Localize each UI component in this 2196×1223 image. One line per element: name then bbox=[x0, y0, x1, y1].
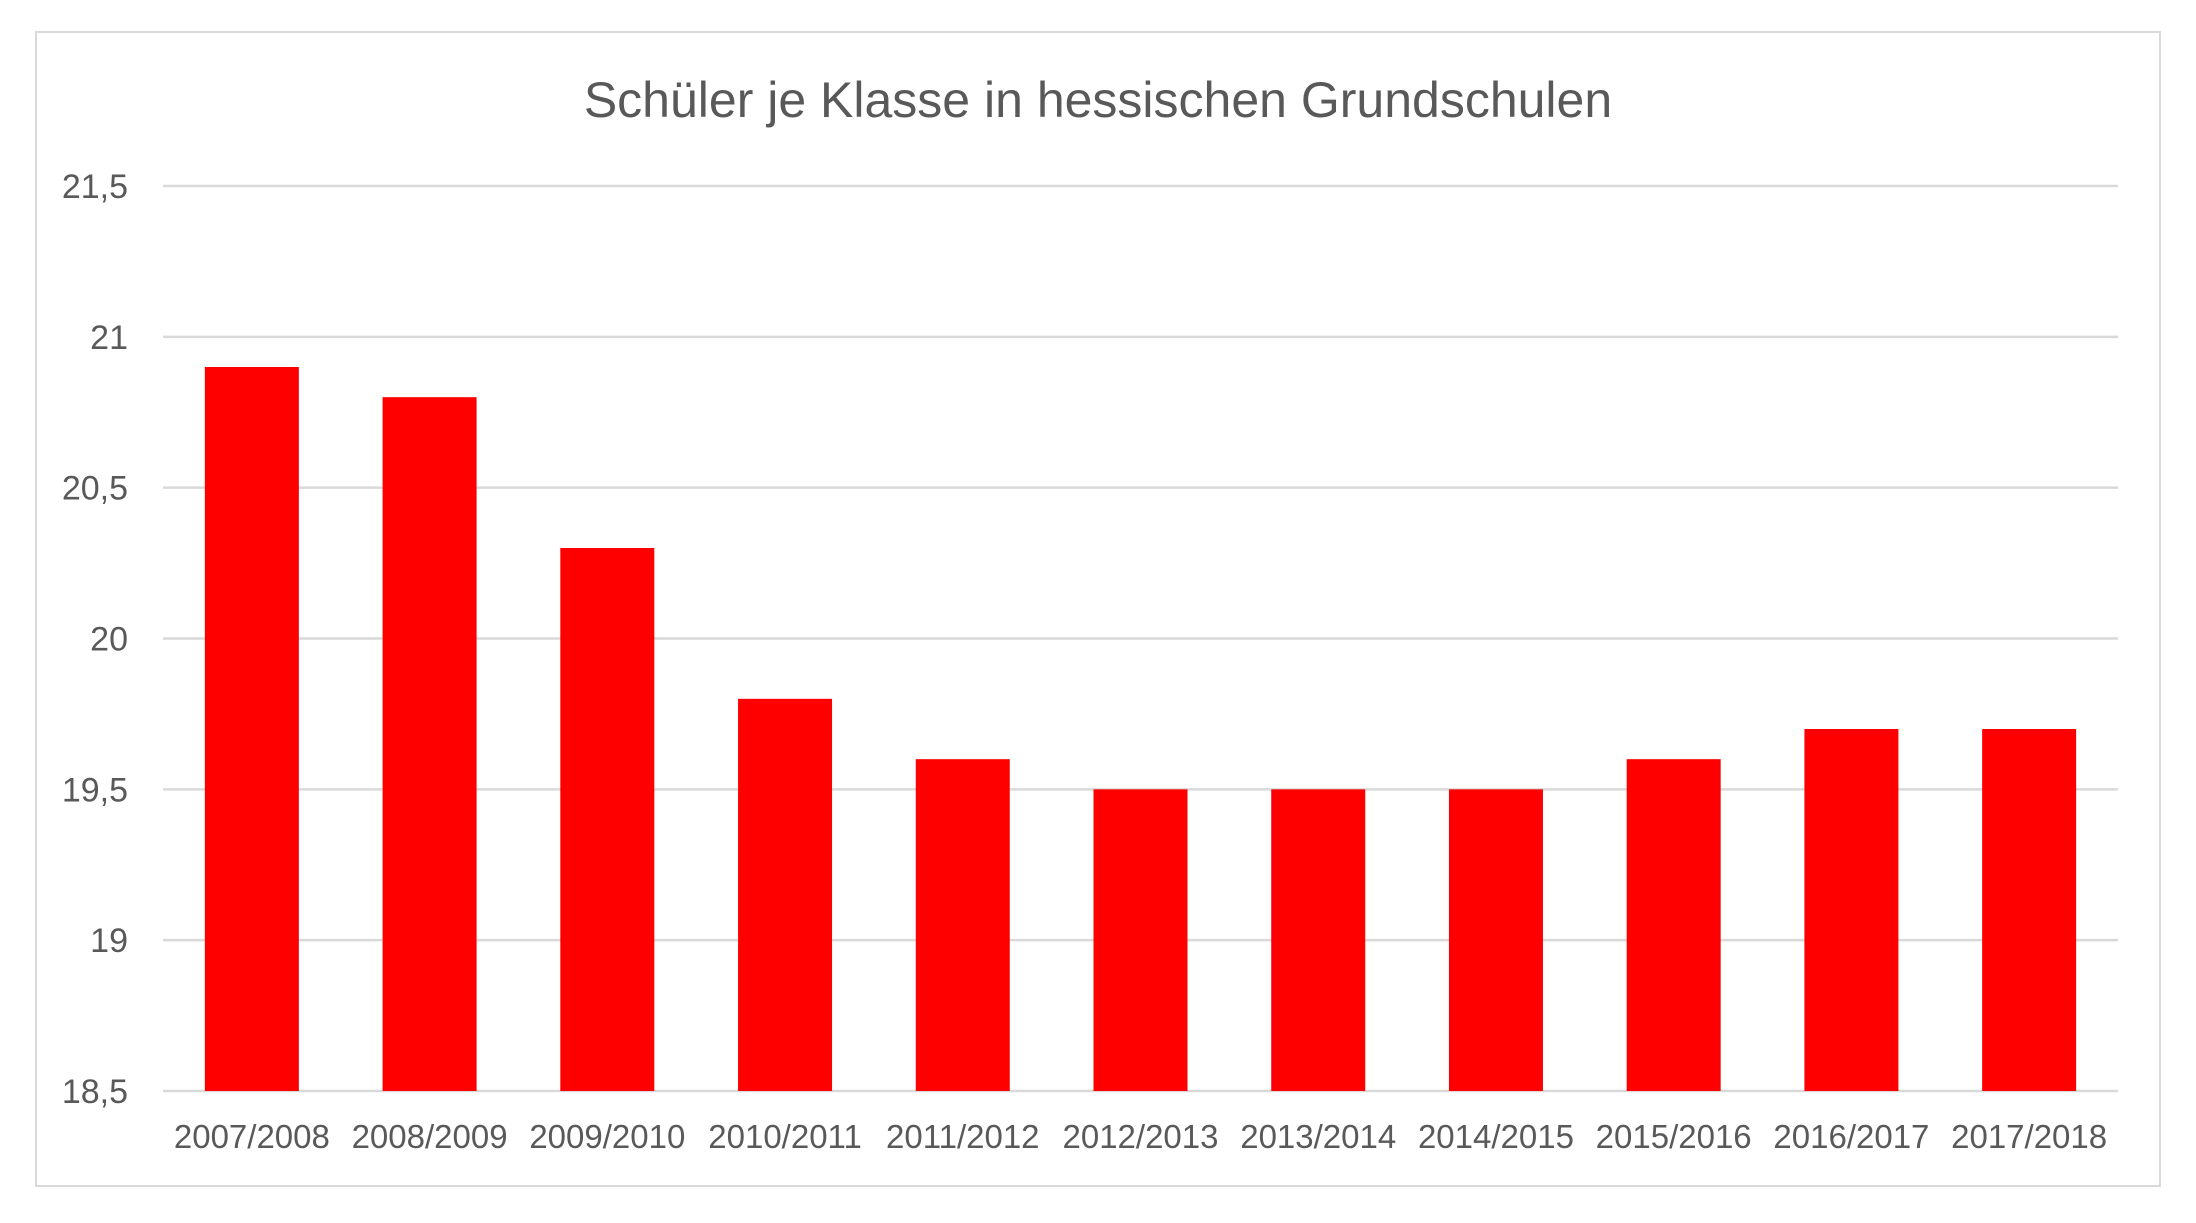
bar bbox=[1448, 789, 1543, 1091]
bar bbox=[204, 367, 299, 1091]
x-tick-label: 2013/2014 bbox=[1240, 1118, 1396, 1155]
gridlines bbox=[163, 184, 2118, 1093]
x-tick-label: 2015/2016 bbox=[1596, 1118, 1752, 1155]
x-tick-label: 2011/2012 bbox=[886, 1118, 1040, 1155]
y-axis-tick-labels: 18,5 19 19,5 20 20,5 21 21,5 bbox=[62, 168, 128, 1111]
y-tick-label: 19,5 bbox=[62, 771, 128, 809]
y-tick-label: 18,5 bbox=[62, 1073, 128, 1111]
y-tick-label: 21,5 bbox=[62, 168, 128, 206]
y-tick-label: 19 bbox=[90, 922, 128, 960]
bar bbox=[738, 698, 833, 1091]
bar bbox=[1804, 729, 1899, 1091]
x-tick-label: 2017/2018 bbox=[1951, 1118, 2107, 1155]
x-axis-tick-labels: 2007/2008 2008/2009 2009/2010 2010/2011 2011… bbox=[174, 1118, 2107, 1155]
x-tick-label: 2014/2015 bbox=[1418, 1118, 1574, 1155]
bar bbox=[1093, 789, 1188, 1091]
bar bbox=[382, 397, 477, 1092]
bar bbox=[1626, 759, 1721, 1091]
y-tick-label: 20,5 bbox=[62, 470, 128, 508]
bars bbox=[204, 367, 2077, 1092]
x-tick-label: 2007/2008 bbox=[174, 1118, 330, 1155]
x-tick-label: 2010/2011 bbox=[708, 1118, 862, 1155]
chart-title: Schüler je Klasse in hessischen Grundsch… bbox=[584, 72, 1612, 128]
y-tick-label: 21 bbox=[90, 319, 128, 357]
bar bbox=[915, 759, 1010, 1091]
x-tick-label: 2016/2017 bbox=[1773, 1118, 1929, 1155]
x-tick-label: 2009/2010 bbox=[529, 1118, 685, 1155]
x-tick-label: 2012/2013 bbox=[1063, 1118, 1219, 1155]
bar bbox=[1271, 789, 1366, 1091]
x-tick-label: 2008/2009 bbox=[352, 1118, 508, 1155]
bar bbox=[1982, 729, 2077, 1091]
bar bbox=[560, 548, 655, 1091]
y-tick-label: 20 bbox=[90, 621, 128, 659]
